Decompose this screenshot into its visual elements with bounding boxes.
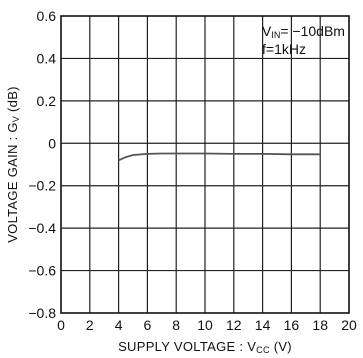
y-axis-label-sub: V [11, 116, 21, 122]
y-tick-label: 0.2 [37, 93, 57, 109]
annotation-input-level-rest: = −10dBm [280, 23, 345, 39]
y-tick-label: −0.2 [28, 178, 56, 194]
x-tick-label: 8 [172, 317, 180, 333]
y-tick-label: 0.4 [37, 50, 57, 66]
plot-frame [60, 15, 350, 314]
x-tick-label: 16 [284, 317, 300, 333]
x-tick-label: 12 [226, 317, 242, 333]
x-tick-label: 2 [86, 317, 94, 333]
annotation-input-level-sub: IN [271, 30, 280, 40]
x-tick-label: 18 [312, 317, 328, 333]
x-tick-label: 0 [57, 317, 65, 333]
annotation-input-level-main: V [262, 23, 272, 39]
x-axis-label-main: SUPPLY VOLTAGE : V [118, 339, 256, 354]
y-tick-label: −0.4 [28, 220, 56, 236]
x-tick-label: 4 [115, 317, 123, 333]
x-axis-label-sub: CC [256, 345, 270, 355]
annotation-input-level: VIN= −10dBm [262, 23, 345, 40]
y-tick-label: −0.6 [28, 263, 56, 279]
x-axis-label: SUPPLY VOLTAGE : VCC (V) [118, 339, 292, 355]
x-tick-label: 20 [341, 317, 357, 333]
tick-labels: 0 2 4 6 8 10 12 14 16 18 20 0.6 0.4 0.2 0 −0.2 −0.4 −0.6 −… [28, 8, 357, 333]
data-series [118, 152, 321, 162]
y-tick-label: 0.6 [37, 8, 57, 24]
grid-lines [61, 16, 349, 313]
x-tick-label: 10 [197, 317, 213, 333]
y-axis-label-main: VOLTAGE GAIN : G [5, 122, 20, 243]
y-tick-label: −0.8 [28, 305, 56, 321]
x-axis-label-unit: (V) [270, 339, 292, 354]
y-tick-label: 0 [48, 135, 56, 151]
gain-curve [118, 152, 321, 162]
annotation-frequency: f=1kHz [262, 41, 306, 57]
y-axis-label: VOLTAGE GAIN : GV (dB) [5, 86, 21, 243]
x-tick-label: 14 [255, 317, 271, 333]
y-axis-label-unit: (dB) [5, 86, 20, 116]
x-tick-label: 6 [144, 317, 152, 333]
